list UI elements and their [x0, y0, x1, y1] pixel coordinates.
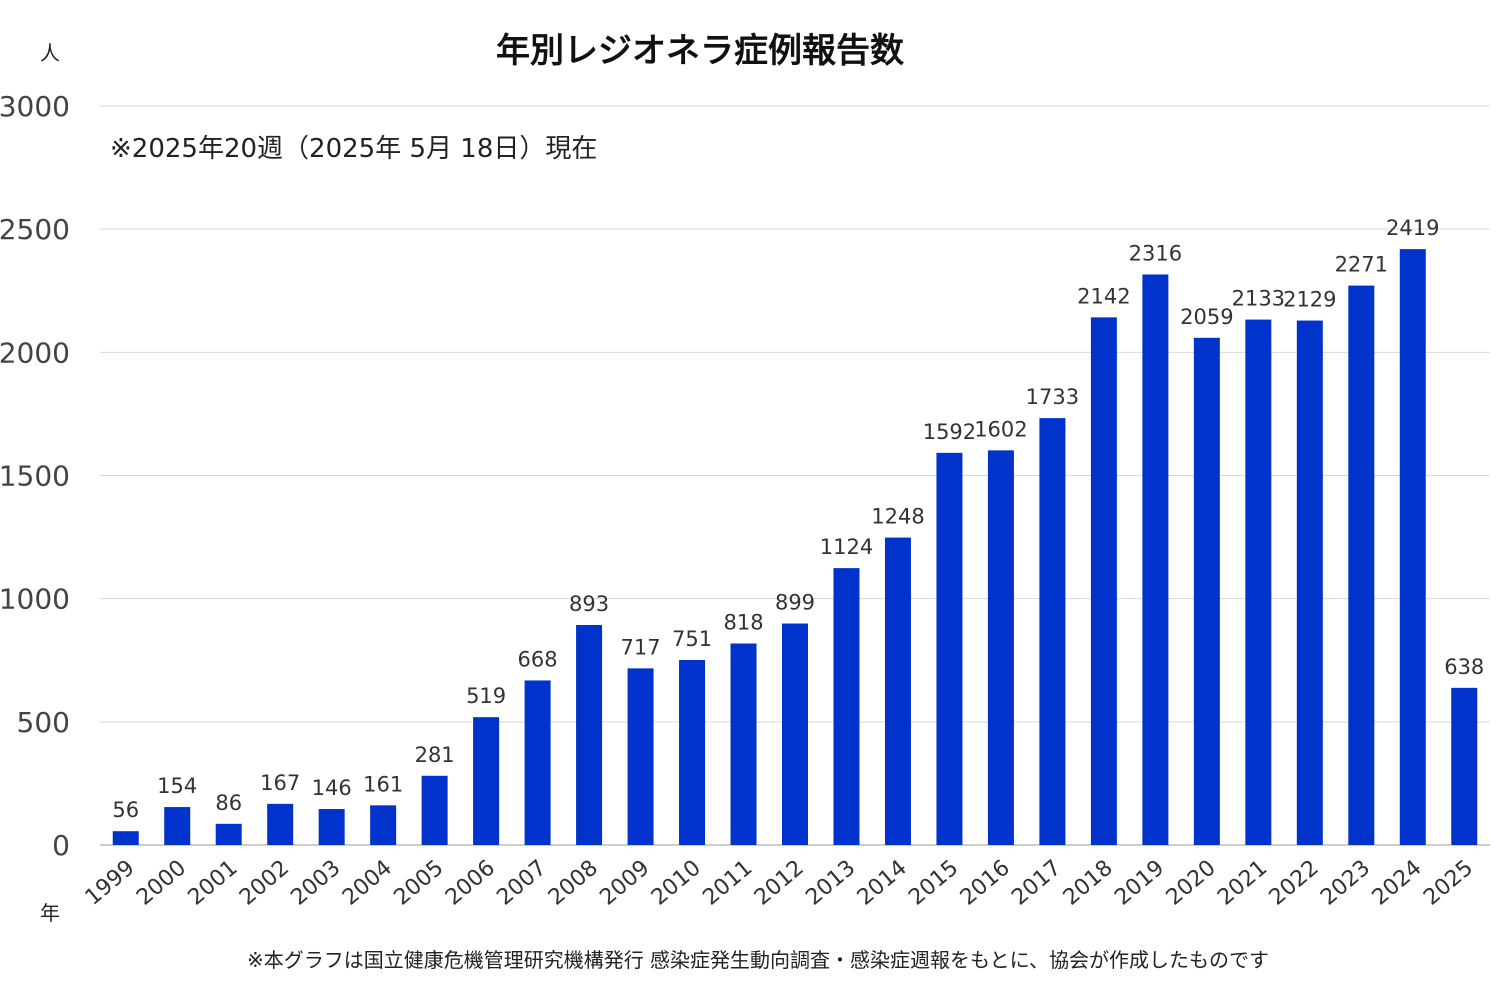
- data-label-2011: 818: [723, 610, 763, 634]
- y-tick-label: 2000: [0, 336, 70, 369]
- y-tick-label: 0: [52, 829, 70, 862]
- data-label-2019: 2316: [1129, 241, 1182, 265]
- x-tick-label-2016: 2016: [956, 855, 1015, 910]
- data-labels: 56 154 86 167 146 161 281 519 668 893 717 751 818 899…: [112, 216, 1484, 822]
- data-label-2004: 161: [363, 772, 403, 796]
- data-label-2013: 1124: [820, 535, 873, 559]
- bar-2003: [318, 809, 345, 845]
- x-tick-label-2011: 2011: [698, 855, 757, 910]
- data-label-2008: 893: [569, 592, 609, 616]
- x-tick-label-2012: 2012: [750, 855, 809, 910]
- data-label-1999: 56: [112, 798, 139, 822]
- x-tick-label-2020: 2020: [1162, 855, 1221, 910]
- data-label-2005: 281: [415, 743, 455, 767]
- bar-2016: [987, 450, 1014, 845]
- x-tick-label-2014: 2014: [853, 855, 912, 910]
- x-axis-ticks: 1999200020012002200320042005200620072008…: [81, 855, 1478, 910]
- data-label-2012: 899: [775, 591, 815, 615]
- x-tick-label-2009: 2009: [595, 855, 654, 910]
- bar-2019: [1142, 274, 1169, 845]
- bar-2004: [370, 805, 397, 845]
- chart-title: 年別レジオネラ症例報告数: [496, 31, 904, 71]
- y-axis-ticks: 0 500 1000 1500 2000 2500 3000: [0, 90, 70, 862]
- data-label-2021: 2133: [1232, 287, 1285, 311]
- data-label-2016: 1602: [974, 417, 1027, 441]
- x-tick-label-2021: 2021: [1213, 855, 1272, 910]
- bar-2021: [1245, 319, 1272, 845]
- bar-2017: [1039, 418, 1066, 845]
- data-label-2006: 519: [466, 684, 506, 708]
- bar-2000: [164, 807, 191, 845]
- bar-2011: [730, 643, 757, 845]
- x-tick-label-2024: 2024: [1368, 855, 1427, 910]
- bar-2020: [1193, 337, 1220, 845]
- x-tick-label-2005: 2005: [390, 855, 449, 910]
- bar-2010: [679, 660, 706, 845]
- bar-2023: [1348, 285, 1375, 845]
- y-axis-unit-label: 人: [40, 41, 60, 65]
- x-tick-label-2013: 2013: [801, 855, 860, 910]
- data-label-2025: 638: [1444, 655, 1484, 679]
- x-tick-label-2008: 2008: [544, 855, 603, 910]
- x-tick-label-2025: 2025: [1419, 855, 1478, 910]
- bar-2013: [833, 568, 860, 845]
- bar-2006: [473, 717, 500, 845]
- bar-2002: [267, 803, 294, 845]
- data-label-2015: 1592: [923, 420, 976, 444]
- x-tick-label-2017: 2017: [1007, 855, 1066, 910]
- y-tick-label: 2500: [0, 213, 70, 246]
- bar-2014: [884, 537, 911, 845]
- x-tick-label-2019: 2019: [1110, 855, 1169, 910]
- x-tick-label-2015: 2015: [904, 855, 963, 910]
- bar-2007: [524, 680, 551, 845]
- data-label-2007: 668: [518, 647, 558, 671]
- bar-2022: [1296, 320, 1323, 845]
- data-label-2010: 751: [672, 627, 712, 651]
- x-axis-unit-label: 年: [40, 901, 60, 925]
- data-label-2009: 717: [621, 635, 661, 659]
- y-tick-label: 3000: [0, 90, 70, 123]
- data-label-2014: 1248: [871, 505, 924, 529]
- bar-2025: [1451, 687, 1478, 845]
- data-label-2018: 2142: [1077, 284, 1130, 308]
- x-tick-label-2004: 2004: [338, 855, 397, 910]
- data-label-2001: 86: [215, 791, 242, 815]
- y-tick-label: 500: [17, 706, 70, 739]
- data-label-2024: 2419: [1386, 216, 1439, 240]
- chart-subtitle-note: ※2025年20週（2025年 5月 18日）現在: [110, 134, 597, 164]
- bar-2015: [936, 452, 963, 845]
- y-tick-label: 1000: [0, 583, 70, 616]
- bar-2005: [421, 775, 448, 845]
- bar-2018: [1090, 317, 1117, 845]
- x-tick-label-2010: 2010: [647, 855, 706, 910]
- data-label-2023: 2271: [1335, 253, 1388, 277]
- x-tick-label-2007: 2007: [492, 855, 551, 910]
- x-tick-label-2018: 2018: [1059, 855, 1118, 910]
- bars: [112, 249, 1478, 846]
- bar-2012: [782, 623, 808, 845]
- x-tick-label-2001: 2001: [184, 855, 243, 910]
- y-tick-label: 1500: [0, 460, 70, 493]
- x-tick-label-2002: 2002: [235, 855, 294, 910]
- x-tick-label-2023: 2023: [1316, 855, 1375, 910]
- bar-2009: [627, 668, 654, 845]
- x-tick-label-2022: 2022: [1265, 855, 1324, 910]
- x-tick-label-1999: 1999: [81, 855, 140, 910]
- x-tick-label-2003: 2003: [287, 855, 346, 910]
- bar-1999: [112, 831, 139, 845]
- data-label-2000: 154: [157, 774, 197, 798]
- bar-2008: [576, 625, 603, 845]
- source-footnote: ※本グラフは国立健康危機管理研究機構発行 感染症発生動向調査・感染症週報をもとに…: [247, 948, 1269, 972]
- bar-2001: [215, 823, 242, 845]
- data-label-2017: 1733: [1026, 385, 1079, 409]
- data-label-2020: 2059: [1180, 305, 1233, 329]
- data-label-2002: 167: [260, 771, 300, 795]
- data-label-2003: 146: [312, 776, 352, 800]
- x-tick-label-2006: 2006: [441, 855, 500, 910]
- data-label-2022: 2129: [1283, 288, 1336, 312]
- x-tick-label-2000: 2000: [132, 855, 191, 910]
- bar-2024: [1399, 249, 1426, 846]
